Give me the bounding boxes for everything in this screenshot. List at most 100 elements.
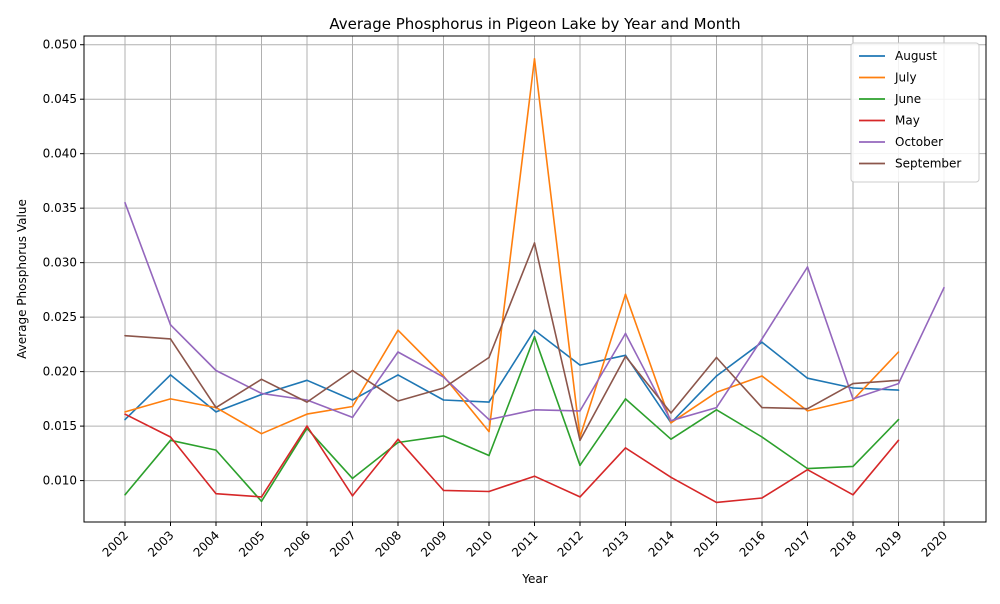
y-tick-label: 0.050 xyxy=(43,38,77,52)
legend-label: May xyxy=(895,114,920,128)
data-point-august xyxy=(397,374,399,376)
data-point-july xyxy=(169,398,172,400)
x-tick-label: 2015 xyxy=(691,528,722,559)
data-point-may xyxy=(351,495,354,497)
data-point-may xyxy=(715,501,718,504)
data-point-june xyxy=(624,398,627,400)
data-point-july xyxy=(397,329,399,332)
series-line-may xyxy=(124,413,900,504)
x-tick-label: 2005 xyxy=(236,528,267,559)
data-point-july xyxy=(806,410,809,412)
data-point-may xyxy=(124,413,126,415)
x-tick-label: 2017 xyxy=(782,528,813,559)
chart-title: Average Phosphorus in Pigeon Lake by Yea… xyxy=(329,15,740,33)
data-point-october xyxy=(124,201,126,204)
series-points-august xyxy=(124,329,900,424)
series-line-september xyxy=(124,242,899,442)
data-point-august xyxy=(806,377,809,379)
data-point-june xyxy=(852,465,854,468)
data-point-june xyxy=(351,477,354,480)
x-tick-label: 2008 xyxy=(373,528,404,559)
legend-label: October xyxy=(895,135,943,149)
data-point-july xyxy=(533,58,536,60)
x-tick-label: 2018 xyxy=(828,528,859,559)
y-tick-label: 0.025 xyxy=(43,310,77,324)
y-tick-label: 0.030 xyxy=(43,256,77,270)
x-tick-label: 2007 xyxy=(327,528,358,559)
y-tick-label: 0.045 xyxy=(43,92,77,106)
series-points-october xyxy=(124,201,945,422)
series-line-june xyxy=(124,336,900,503)
data-point-august xyxy=(715,375,718,377)
data-point-october xyxy=(533,408,536,411)
data-point-september xyxy=(579,439,581,442)
series-points-june xyxy=(124,335,900,503)
data-point-october xyxy=(397,351,399,353)
data-point-may xyxy=(397,438,399,440)
data-point-october xyxy=(488,418,490,421)
data-point-july xyxy=(761,375,763,377)
data-point-may xyxy=(260,496,263,498)
data-point-june xyxy=(715,408,718,411)
x-axis-ticks: 2002 2003 2004 2005 2006 2007 2008 2009 2010 2011… xyxy=(100,522,950,560)
data-point-october xyxy=(579,410,581,412)
data-point-september xyxy=(351,369,354,372)
series-line-august xyxy=(124,329,899,424)
y-tick-label: 0.035 xyxy=(43,201,77,215)
data-point-august xyxy=(852,387,854,389)
data-point-may xyxy=(215,492,217,495)
data-point-september xyxy=(488,356,490,359)
data-point-july xyxy=(124,411,126,413)
legend-label: August xyxy=(895,49,937,63)
data-point-june xyxy=(215,449,217,451)
data-point-july xyxy=(351,405,354,408)
data-point-may xyxy=(852,493,854,496)
data-point-september xyxy=(806,407,809,410)
data-point-may xyxy=(579,496,581,498)
data-point-october xyxy=(442,376,445,378)
data-point-june xyxy=(670,438,672,440)
series-line-july xyxy=(124,58,900,438)
data-point-may xyxy=(442,489,445,492)
x-tick-label: 2011 xyxy=(509,528,540,559)
series-lines xyxy=(124,58,945,504)
data-point-june xyxy=(169,439,172,442)
data-point-july xyxy=(715,391,718,394)
data-point-september xyxy=(397,400,399,402)
y-tick-label: 0.040 xyxy=(43,147,77,161)
x-tick-label: 2019 xyxy=(873,528,904,559)
data-point-june xyxy=(442,435,445,437)
data-point-may xyxy=(169,436,172,438)
data-point-may xyxy=(624,447,627,449)
data-point-july xyxy=(260,432,263,435)
x-tick-label: 2016 xyxy=(737,528,768,559)
data-point-july xyxy=(488,430,490,433)
data-point-september xyxy=(215,406,217,409)
x-tick-label: 2006 xyxy=(282,528,313,559)
data-point-september xyxy=(852,382,854,385)
x-axis-label: Year xyxy=(521,572,547,586)
data-point-may xyxy=(761,497,763,499)
x-tick-label: 2012 xyxy=(555,528,586,559)
data-point-october xyxy=(306,399,308,401)
data-point-october xyxy=(670,419,672,422)
data-point-october xyxy=(852,398,854,400)
legend: August July June May October September xyxy=(850,42,980,183)
data-point-june xyxy=(397,441,399,444)
y-tick-label: 0.020 xyxy=(43,365,77,379)
data-point-july xyxy=(624,293,627,296)
data-point-may xyxy=(488,490,490,493)
data-point-june xyxy=(761,436,763,438)
data-point-october xyxy=(761,338,763,340)
data-point-october xyxy=(215,369,217,372)
data-point-september xyxy=(260,378,263,381)
data-point-august xyxy=(351,399,354,401)
data-point-august xyxy=(897,389,900,391)
data-point-october xyxy=(260,392,263,395)
data-point-june xyxy=(897,418,900,421)
data-point-september xyxy=(124,334,126,337)
x-tick-label: 2020 xyxy=(919,528,950,559)
data-point-september xyxy=(533,242,536,244)
